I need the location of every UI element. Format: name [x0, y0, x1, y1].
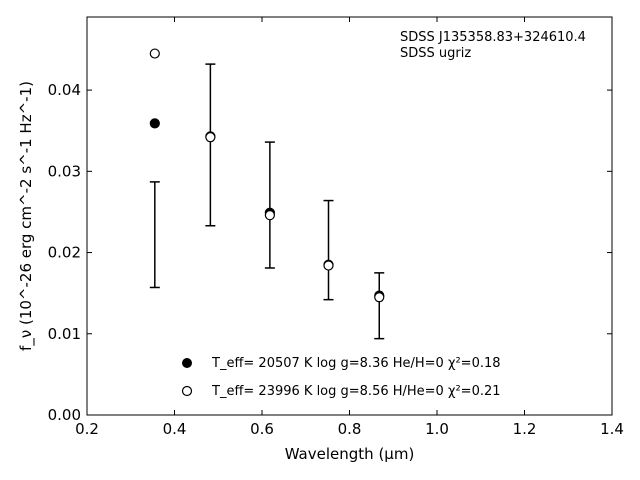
annotation-filter-set: SDSS ugriz [400, 46, 471, 61]
error-bars [149, 63, 385, 340]
x-tick-label: 1.0 [425, 420, 449, 438]
legend-marker-filled [182, 358, 192, 368]
y-tick-label: 0.00 [48, 406, 81, 424]
data-point-open [323, 260, 334, 271]
data-point-open [374, 292, 385, 303]
data-point-filled [149, 118, 160, 129]
data-point-open [149, 48, 160, 59]
legend-label-2: T_eff= 23996 K log g=8.56 H/He=0 χ²=0.21 [211, 384, 501, 399]
x-tick-label: 1.4 [600, 420, 624, 438]
y-tick-label: 0.02 [48, 244, 81, 262]
data-point-open [205, 132, 216, 143]
x-tick-label: 0.4 [163, 420, 187, 438]
data-markers [149, 48, 385, 303]
y-tick-label: 0.04 [48, 81, 81, 99]
y-tick-label: 0.01 [48, 325, 81, 343]
y-tick-label: 0.03 [48, 162, 81, 180]
x-axis-title: Wavelength (μm) [285, 445, 415, 463]
x-tick-label: 0.6 [250, 420, 274, 438]
x-tick-label: 1.2 [513, 420, 537, 438]
annotation-object-name: SDSS J135358.83+324610.4 [400, 30, 586, 45]
x-tick-label: 0.8 [338, 420, 362, 438]
data-point-open [264, 210, 275, 221]
axis-ticks: 0.2 0.4 0.6 0.8 1.0 1.2 1.4 0.00 0.01 0.02 0.03 0.0… [48, 17, 624, 438]
y-axis-title: f_ν (10^-26 erg cm^-2 s^-1 Hz^-1) [17, 81, 36, 351]
x-tick-label: 0.2 [75, 420, 99, 438]
legend-marker-open [181, 385, 193, 397]
legend-label-1: T_eff= 20507 K log g=8.36 He/H=0 χ²=0.18 [211, 356, 501, 371]
legend: T_eff= 20507 K log g=8.36 He/H=0 χ²=0.18… [181, 356, 501, 399]
